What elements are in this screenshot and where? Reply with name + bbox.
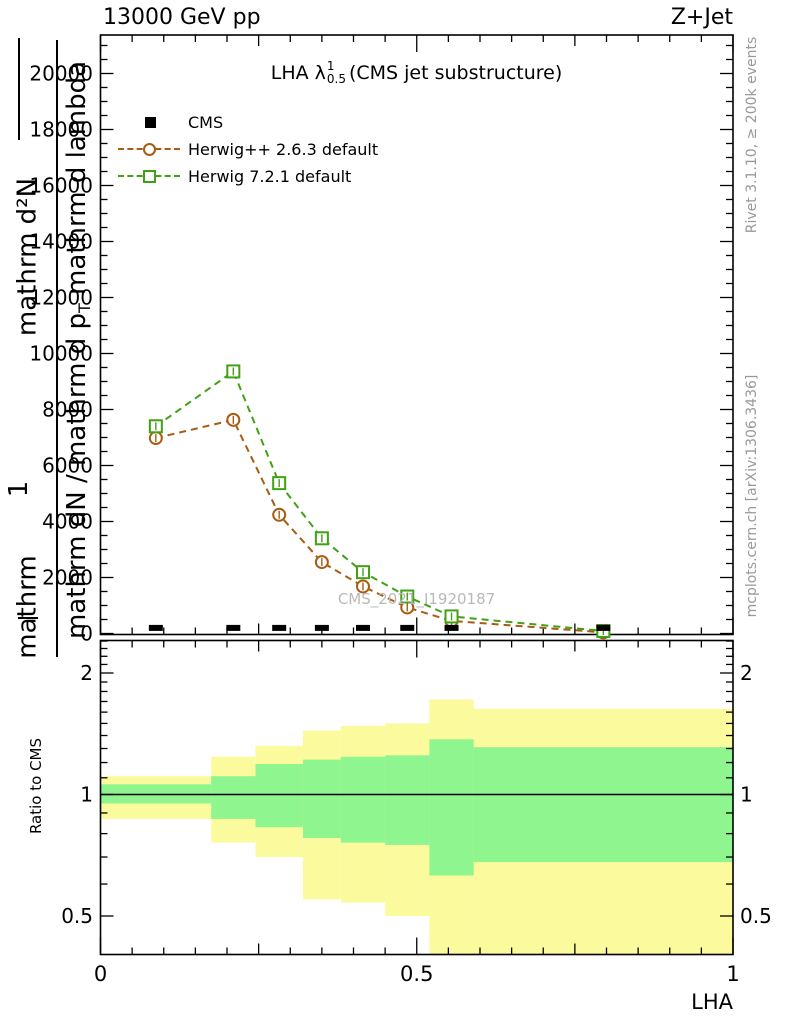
- y-tick-label-4000: 4000: [42, 510, 93, 534]
- y-tick-label-2000: 2000: [42, 566, 93, 590]
- ratio-band-green: [255, 764, 303, 828]
- ratio-tick-right-2: 2: [740, 661, 753, 685]
- ratio-tick-left-1: 1: [80, 783, 93, 807]
- main-ylabel-garbled-one: 1: [4, 480, 34, 498]
- legend-item-herwigpp: Herwig++ 2.6.3 default: [0, 139, 450, 159]
- main-ylabel-garbled-bottom: mathrm: [12, 555, 43, 659]
- plot-title: LHA λ 1 0.5 (CMS jet substructure): [100, 60, 733, 85]
- y-tick-label-20000: 20000: [29, 62, 93, 86]
- beam-energy-label: 13000 GeV pp: [103, 5, 261, 30]
- legend-label-herwigpp: Herwig++ 2.6.3 default: [188, 139, 379, 159]
- legend-item-cms: CMS: [0, 112, 450, 132]
- y-tick-label-8000: 8000: [42, 398, 93, 422]
- open-circle-icon: [143, 143, 156, 156]
- y-tick-label-0: 0: [80, 622, 93, 646]
- ratio-band-green: [429, 739, 474, 876]
- plot-title-suffix: (CMS jet substructure): [348, 61, 563, 84]
- cms-data-marker: [226, 624, 241, 631]
- x-tick-label-1: 1: [726, 962, 739, 986]
- herwigpp-marker: [118, 139, 180, 159]
- lambda-superscript: 1: [326, 59, 335, 73]
- cms-data-marker: [444, 624, 459, 631]
- x-tick-label-0: 0: [94, 962, 107, 986]
- ratio-band-green: [340, 756, 386, 843]
- process-label: Z+Jet: [670, 5, 733, 30]
- y-tick-label-6000: 6000: [42, 454, 93, 478]
- ratio-band-green: [302, 759, 341, 839]
- legend-label-cms: CMS: [188, 112, 224, 132]
- y-tick-label-16000: 16000: [29, 174, 93, 198]
- ratio-tick-left-0.5: 0.5: [61, 904, 93, 928]
- mcplots-arxiv-note: mcplots.cern.ch [arXiv:1306.3436]: [744, 374, 760, 618]
- herwig-7-2-1-default-curve: [155, 369, 604, 632]
- ratio-tick-right-0.5: 0.5: [740, 904, 772, 928]
- cms-data-marker: [400, 624, 415, 631]
- cms-data-marker: [596, 624, 611, 631]
- ratio-ylabel: Ratio to CMS: [27, 737, 45, 835]
- fraction-bar-long: [56, 40, 58, 657]
- lambda-exponents: 1 0.5: [327, 60, 346, 85]
- herwig-2-6-3-default-curve: [155, 418, 604, 634]
- cms-data-marker: [314, 624, 329, 631]
- herwig7-marker: [118, 166, 180, 186]
- xaxis-title: LHA: [691, 990, 733, 1014]
- fraction-bar-short: [18, 38, 20, 140]
- pt-subscript: T: [75, 303, 94, 313]
- ratio-band-green: [211, 776, 256, 819]
- x-tick-label-0.5: 0.5: [400, 962, 433, 986]
- plot-title-prefix: LHA λ: [270, 61, 326, 84]
- fraction-bar-horizontal: [18, 617, 38, 619]
- ratio-band-green: [473, 747, 733, 863]
- ratio-tick-right-1: 1: [740, 783, 753, 807]
- legend-item-herwig7: Herwig 7.2.1 default: [0, 166, 450, 186]
- ratio-tick-left-2: 2: [80, 661, 93, 685]
- cms-data-marker: [272, 624, 287, 631]
- cms-data-marker: [148, 624, 163, 631]
- y-tick-label-10000: 10000: [29, 342, 93, 366]
- cms-data-marker: [355, 624, 370, 631]
- legend-label-herwig7: Herwig 7.2.1 default: [188, 166, 352, 186]
- y-tick-label-12000: 12000: [29, 286, 93, 310]
- main-ylabel-garbled-numerator: mathrm d²N: [12, 177, 43, 337]
- cms-marker: [118, 112, 180, 132]
- lambda-subscript: 0.5: [326, 71, 346, 86]
- rivet-version-note: Rivet 3.1.10, ≥ 200k events: [744, 36, 760, 234]
- y-tick-label-18000: 18000: [29, 118, 93, 142]
- y-tick-label-14000: 14000: [29, 230, 93, 254]
- open-square-icon: [143, 170, 156, 183]
- ratio-band-green: [385, 755, 430, 845]
- analysis-id-watermark: CMS_2021_I1920187: [337, 590, 496, 608]
- main-ylabel-garbled-inner: mathrm dN / mathrm d pT mathrm d lambda: [62, 60, 94, 640]
- filled-square-icon: [145, 117, 156, 128]
